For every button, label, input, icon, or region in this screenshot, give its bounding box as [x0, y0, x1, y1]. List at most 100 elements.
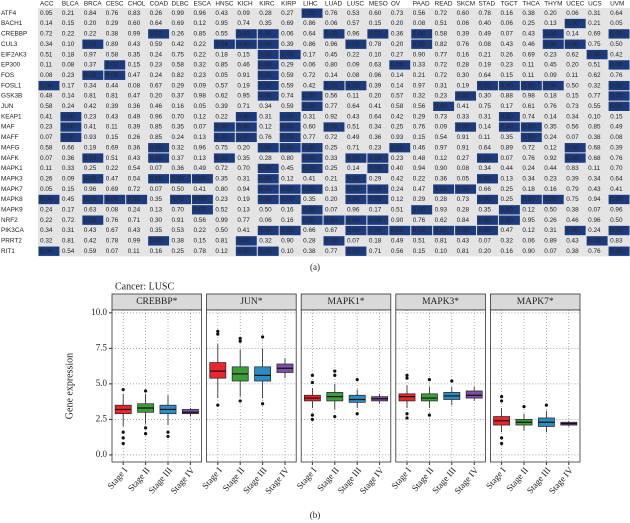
outlier	[121, 387, 125, 392]
cell-value: 0.94	[588, 196, 601, 203]
outlier	[121, 441, 125, 446]
cell-value: 0.23	[391, 155, 404, 162]
cell-value: 0.23	[84, 113, 97, 120]
cell-value: 0.74	[281, 93, 294, 100]
cell-value: 0.64	[610, 10, 623, 17]
cell-value: 0.76	[325, 10, 338, 17]
cell-value: 0.38	[522, 10, 535, 17]
significant-cell	[608, 80, 630, 91]
cell-value: 0.08	[457, 165, 470, 172]
cell-value: 0.44	[106, 82, 119, 89]
cell-value: 0.32	[193, 62, 206, 69]
significant-cell	[542, 194, 564, 205]
cell-value: 0.51	[413, 238, 426, 245]
y-tick-label: 10.0	[91, 307, 107, 317]
outlier	[500, 436, 504, 440]
cell-value: 0.00	[259, 144, 272, 151]
cell-value: 0.23	[193, 72, 206, 79]
significant-cell	[345, 246, 367, 256]
cell-value: 0.90	[435, 165, 448, 172]
significant-cell	[257, 246, 279, 256]
cell-value: 0.23	[40, 124, 53, 131]
cell-value: 0.00	[237, 134, 250, 141]
cell-value: 0.64	[610, 175, 623, 182]
cell-value: 0.00	[347, 248, 360, 255]
significant-cell	[367, 29, 389, 39]
cell-value: 0.58	[106, 51, 119, 58]
significant-cell	[235, 112, 257, 122]
cell-value: 0.33	[457, 113, 470, 120]
significant-cell	[148, 174, 170, 184]
y-tick-label: 0.0	[96, 449, 108, 459]
cell-value: 0.96	[193, 144, 206, 151]
cell-value: 0.14	[566, 31, 579, 38]
cell-value: 0.60	[457, 10, 470, 17]
cell-value: 0.72	[435, 62, 448, 69]
cell-value: 0.00	[237, 248, 250, 255]
significant-cell	[433, 184, 455, 194]
gene-label: BACH1	[1, 20, 23, 27]
significant-cell	[82, 174, 104, 184]
cell-value: 0.62	[588, 72, 601, 79]
cell-value: 0.14	[391, 82, 404, 89]
cell-value: 0.00	[193, 196, 206, 203]
cell-value: 0.20	[544, 10, 557, 17]
cell-value: 0.25	[500, 196, 513, 203]
cell-value: 0.11	[128, 248, 140, 255]
cell-value: 0.00	[347, 155, 360, 162]
cell-value: 0.00	[172, 175, 185, 182]
cell-value: 0.00	[391, 227, 404, 234]
cell-value: 0.43	[588, 186, 601, 193]
cell-value: 0.05	[215, 72, 228, 79]
column-header: ACC	[40, 1, 54, 8]
cell-value: 0.06	[281, 31, 294, 38]
cell-value: 0.00	[544, 31, 557, 38]
significant-cell	[498, 122, 520, 132]
cell-value: 0.29	[281, 62, 294, 69]
cell-value: 0.25	[522, 20, 535, 27]
cell-value: 0.00	[610, 93, 623, 100]
cell-value: 0.17	[62, 207, 75, 214]
cell-value: 0.06	[303, 62, 316, 69]
significant-cell	[367, 194, 389, 205]
cell-value: 0.77	[303, 134, 316, 141]
cell-value: 0.00	[259, 72, 272, 79]
cell-value: 0.07	[566, 134, 579, 141]
outlier	[310, 380, 314, 385]
significant-cell	[498, 205, 520, 215]
outlier	[144, 431, 148, 436]
significant-cell	[279, 194, 301, 205]
cell-value: 0.08	[128, 82, 141, 89]
cell-value: 0.78	[106, 238, 119, 245]
cell-value: 0.00	[281, 227, 294, 234]
panel-bg	[206, 310, 297, 462]
cell-value: 0.95	[215, 20, 228, 27]
cell-value: 0.35	[303, 196, 316, 203]
cell-value: 0.00	[522, 134, 535, 141]
cell-value: 0.21	[62, 10, 75, 17]
cell-value: 0.73	[457, 196, 470, 203]
cell-value: 0.00	[259, 175, 272, 182]
cell-value: 0.09	[62, 175, 75, 182]
cell-value: 0.58	[40, 144, 53, 151]
significant-cell	[345, 153, 367, 163]
cell-value: 0.47	[106, 175, 119, 182]
cell-value: 0.00	[347, 217, 360, 224]
significant-cell	[455, 91, 477, 101]
cell-value: 0.98	[193, 93, 206, 100]
cell-value: 0.32	[172, 144, 185, 151]
significant-cell	[126, 194, 148, 205]
cell-value: 0.62	[215, 93, 228, 100]
cell-value: 0.42	[391, 113, 404, 120]
cell-value: 0.80	[215, 186, 228, 193]
cell-value: 0.15	[413, 134, 426, 141]
significant-cell	[257, 60, 279, 70]
cell-value: 0.96	[588, 217, 601, 224]
cell-value: 0.56	[391, 248, 404, 255]
outlier	[238, 339, 242, 343]
outlier	[450, 379, 454, 383]
cell-value: 0.03	[84, 41, 97, 48]
outlier	[310, 417, 314, 421]
cell-value: 0.97	[84, 51, 97, 58]
cell-value: 0.76	[106, 10, 119, 17]
